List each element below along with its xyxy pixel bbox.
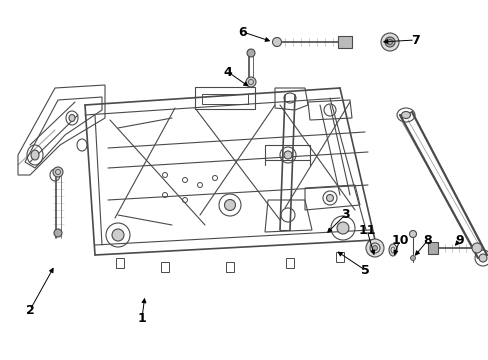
Ellipse shape: [471, 243, 481, 253]
Text: 4: 4: [223, 66, 232, 78]
Ellipse shape: [53, 167, 63, 177]
Text: 5: 5: [360, 264, 368, 276]
Ellipse shape: [408, 230, 416, 238]
Bar: [116, 258, 124, 268]
Ellipse shape: [326, 194, 333, 202]
Ellipse shape: [384, 37, 394, 47]
Ellipse shape: [336, 222, 348, 234]
Bar: [195, 87, 254, 109]
Bar: [427, 242, 437, 254]
Ellipse shape: [224, 199, 235, 211]
Ellipse shape: [245, 77, 256, 87]
Text: 11: 11: [358, 224, 375, 237]
Text: 2: 2: [25, 303, 34, 316]
Ellipse shape: [372, 246, 377, 251]
Bar: [202, 94, 247, 104]
Ellipse shape: [478, 254, 486, 262]
Ellipse shape: [31, 150, 39, 160]
Ellipse shape: [69, 114, 75, 122]
Ellipse shape: [246, 49, 254, 57]
Ellipse shape: [272, 37, 281, 46]
Ellipse shape: [365, 239, 383, 257]
Ellipse shape: [401, 112, 409, 118]
Text: 9: 9: [455, 234, 464, 247]
Bar: [161, 262, 169, 272]
Bar: [335, 252, 343, 262]
Bar: [337, 36, 351, 48]
Bar: [225, 262, 234, 272]
Ellipse shape: [112, 229, 124, 241]
Text: 10: 10: [390, 234, 408, 247]
Ellipse shape: [284, 151, 291, 159]
Text: 6: 6: [238, 26, 247, 39]
Text: 7: 7: [410, 33, 419, 46]
Ellipse shape: [380, 33, 398, 51]
Text: 1: 1: [137, 311, 146, 324]
Text: 8: 8: [423, 234, 431, 247]
Ellipse shape: [409, 256, 415, 261]
Ellipse shape: [388, 244, 396, 256]
Ellipse shape: [54, 229, 62, 237]
Bar: [285, 258, 293, 268]
Text: 3: 3: [340, 208, 348, 221]
